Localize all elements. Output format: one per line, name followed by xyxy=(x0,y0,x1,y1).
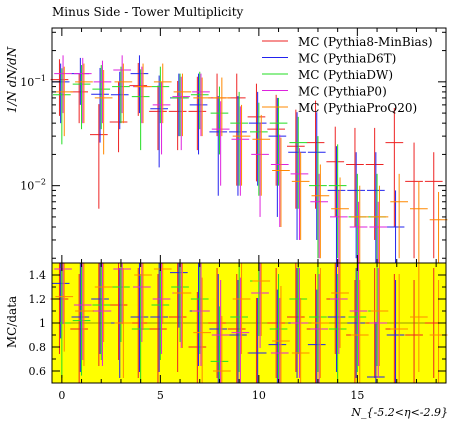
ratio-tick-label: 1.2 xyxy=(29,293,47,306)
x-tick-label: 5 xyxy=(157,389,164,402)
series-layer xyxy=(50,55,448,383)
x-tick-label: 10 xyxy=(252,389,266,402)
series-4 xyxy=(54,55,388,383)
ratio-tick-label: 1.4 xyxy=(29,269,47,282)
x-tick-label: 15 xyxy=(350,389,364,402)
legend-label: MC (PythiaDW) xyxy=(298,68,393,82)
ratio-y-axis-label: MC/data xyxy=(5,296,19,348)
y-axis-label: 1/N dN/dN xyxy=(5,46,19,113)
chart-title: Minus Side - Tower Multiplicity xyxy=(52,5,244,19)
ratio-tick-label: 1 xyxy=(39,317,46,330)
legend-label: MC (Pythia8-MinBias) xyxy=(298,35,433,49)
y-tick-label: 10−1 xyxy=(20,74,46,89)
legend-label: MC (PythiaProQ20) xyxy=(298,101,417,115)
x-tick-label: 0 xyxy=(58,389,65,402)
legend-label: MC (PythiaD6T) xyxy=(298,52,396,66)
y-tick-label: 10−2 xyxy=(20,178,46,193)
legend: MC (Pythia8-MinBias) MC (PythiaD6T) MC (Py… xyxy=(262,35,433,115)
series-3 xyxy=(53,65,386,383)
x-axis-label: N_{-5.2<η<-2.9} xyxy=(350,406,448,419)
ratio-tick-label: 0.8 xyxy=(29,341,47,354)
series-5 xyxy=(55,63,448,383)
ticks-layer: 0 5 10 15 10−1 10−2 0.6 0.8 1 1.2 1.4 xyxy=(20,28,446,402)
legend-label: MC (PythiaP0) xyxy=(298,85,387,99)
ratio-tick-label: 0.6 xyxy=(29,365,47,378)
series-2 xyxy=(51,55,405,383)
